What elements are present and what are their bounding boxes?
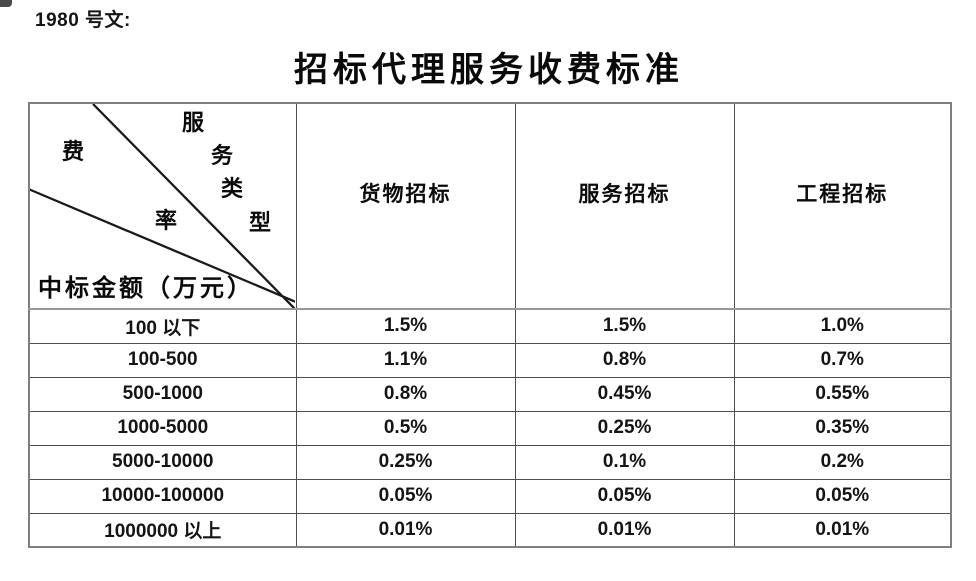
diagonal-divider-lines bbox=[30, 104, 295, 307]
diagonal-header-content: 费 率 服 务 类 型 中标金额（万元） bbox=[30, 104, 295, 307]
fee-value-cell: 1.1% bbox=[295, 342, 516, 378]
corner-label-service-2: 务 bbox=[211, 143, 234, 168]
fee-value-cell: 0.2% bbox=[733, 444, 952, 480]
fee-standard-table: 费 率 服 务 类 型 中标金额（万元） 货物招标 服务招标 工程招标 100 … bbox=[28, 102, 952, 548]
column-header-service: 服务招标 bbox=[514, 102, 735, 310]
fee-value-cell: 0.01% bbox=[295, 512, 516, 548]
fee-value-cell: 0.25% bbox=[514, 410, 735, 446]
page-title: 招标代理服务收费标准 bbox=[294, 52, 684, 89]
fee-value-cell: 0.5% bbox=[295, 410, 516, 446]
table-row: 100-500 1.1% 0.8% 0.7% bbox=[28, 342, 952, 378]
column-header-goods: 货物招标 bbox=[295, 102, 516, 310]
fee-value-cell: 1.0% bbox=[733, 308, 952, 344]
table-row: 10000-100000 0.05% 0.05% 0.05% bbox=[28, 478, 952, 514]
fee-value-cell: 0.05% bbox=[295, 478, 516, 514]
fee-value-cell: 0.05% bbox=[514, 478, 735, 514]
fee-value-cell: 1.5% bbox=[514, 308, 735, 344]
column-header-engineering: 工程招标 bbox=[733, 102, 952, 310]
table-row: 1000-5000 0.5% 0.25% 0.35% bbox=[28, 410, 952, 446]
fee-value-cell: 0.01% bbox=[733, 512, 952, 548]
row-range-cell: 1000000 以上 bbox=[28, 512, 297, 548]
diagonal-header-cell: 费 率 服 务 类 型 中标金额（万元） bbox=[28, 102, 297, 310]
table-header-row: 费 率 服 务 类 型 中标金额（万元） 货物招标 服务招标 工程招标 bbox=[28, 102, 952, 310]
screen-edge-artifact bbox=[0, 0, 12, 7]
row-range-cell: 5000-10000 bbox=[28, 444, 297, 480]
row-range-cell: 500-1000 bbox=[28, 376, 297, 412]
corner-label-bid-amount: 中标金额（万元） bbox=[38, 276, 254, 302]
row-range-cell: 1000-5000 bbox=[28, 410, 297, 446]
corner-label-service-3: 类 bbox=[221, 176, 244, 201]
fee-value-cell: 1.5% bbox=[295, 308, 516, 344]
fee-value-cell: 0.01% bbox=[514, 512, 735, 548]
fee-value-cell: 0.05% bbox=[733, 478, 952, 514]
fee-value-cell: 0.1% bbox=[514, 444, 735, 480]
table-row: 1000000 以上 0.01% 0.01% 0.01% bbox=[28, 512, 952, 548]
corner-label-rate: 率 bbox=[155, 208, 178, 233]
fee-value-cell: 0.8% bbox=[295, 376, 516, 412]
fee-value-cell: 0.35% bbox=[733, 410, 952, 446]
corner-label-fee: 费 bbox=[62, 139, 85, 164]
table-row: 500-1000 0.8% 0.45% 0.55% bbox=[28, 376, 952, 412]
row-range-cell: 10000-100000 bbox=[28, 478, 297, 514]
row-range-cell: 100-500 bbox=[28, 342, 297, 378]
fee-value-cell: 0.7% bbox=[733, 342, 952, 378]
corner-label-service-1: 服 bbox=[182, 110, 205, 135]
table-row: 100 以下 1.5% 1.5% 1.0% bbox=[28, 308, 952, 344]
row-range-cell: 100 以下 bbox=[28, 308, 297, 344]
fee-value-cell: 0.55% bbox=[733, 376, 952, 412]
table-row: 5000-10000 0.25% 0.1% 0.2% bbox=[28, 444, 952, 480]
fee-value-cell: 0.8% bbox=[514, 342, 735, 378]
fee-value-cell: 0.45% bbox=[514, 376, 735, 412]
fee-value-cell: 0.25% bbox=[295, 444, 516, 480]
corner-label-service-4: 型 bbox=[249, 210, 272, 235]
document-ref-label: 1980 号文: bbox=[35, 10, 131, 31]
